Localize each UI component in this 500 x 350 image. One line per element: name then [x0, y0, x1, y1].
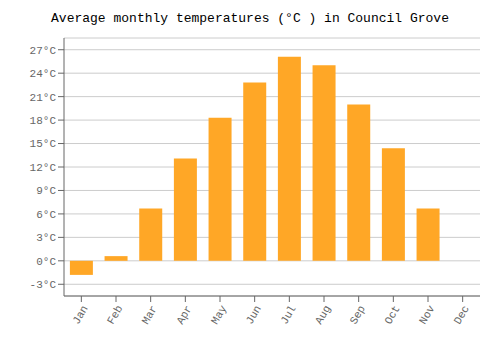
svg-text:Jul: Jul: [278, 303, 298, 326]
svg-text:0°C: 0°C: [36, 256, 56, 268]
svg-text:-3°C: -3°C: [30, 279, 57, 291]
svg-text:24°C: 24°C: [30, 68, 57, 80]
svg-text:Dec: Dec: [452, 303, 472, 326]
svg-text:15°C: 15°C: [30, 138, 57, 150]
svg-text:6°C: 6°C: [36, 209, 56, 221]
svg-text:Mar: Mar: [140, 303, 160, 326]
svg-text:9°C: 9°C: [36, 185, 56, 197]
svg-text:Oct: Oct: [382, 303, 402, 326]
svg-text:Jun: Jun: [244, 303, 264, 326]
svg-text:Sep: Sep: [348, 303, 368, 326]
svg-text:12°C: 12°C: [30, 162, 57, 174]
svg-text:21°C: 21°C: [30, 92, 57, 104]
svg-text:18°C: 18°C: [30, 115, 57, 127]
html-text:Average monthly temperatures (: Average monthly temperatures (°C ) in Co…: [51, 11, 449, 26]
svg-text:Aug: Aug: [313, 303, 333, 326]
svg-text:27°C: 27°C: [30, 45, 57, 57]
svg-text:3°C: 3°C: [36, 232, 56, 244]
svg-text:Feb: Feb: [105, 303, 125, 326]
svg-text:Nov: Nov: [417, 303, 437, 326]
svg-text:Jan: Jan: [70, 303, 90, 326]
svg-text:Apr: Apr: [174, 303, 194, 326]
svg-text:May: May: [209, 303, 229, 326]
